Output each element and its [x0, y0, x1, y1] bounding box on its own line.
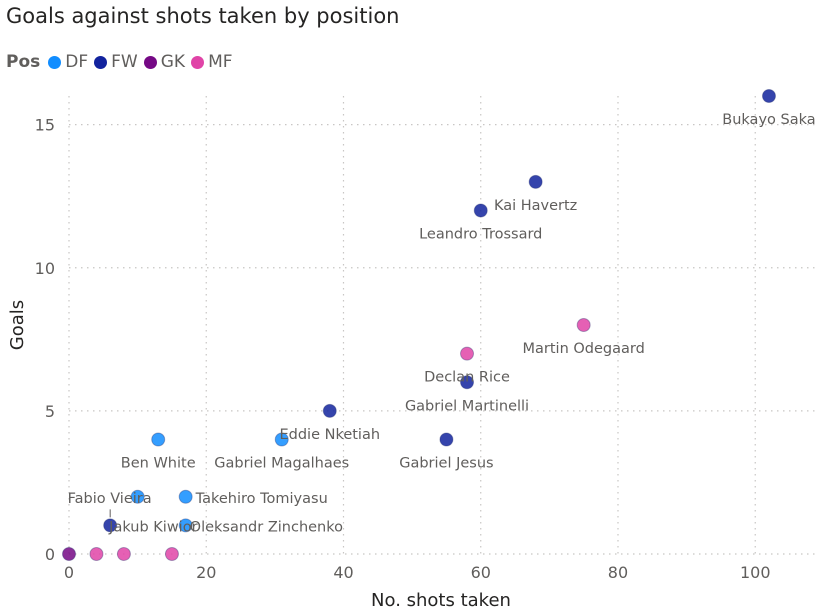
data-label: Declan Rice: [424, 370, 510, 386]
x-tick-label: 80: [608, 563, 628, 582]
legend-item-mf[interactable]: MF: [191, 52, 233, 72]
data-point: [130, 489, 145, 504]
legend-item-df[interactable]: DF: [48, 52, 88, 72]
data-label: Jakub Kiwior: [108, 519, 197, 535]
legend-marker: [48, 55, 62, 69]
legend-label: DF: [65, 52, 89, 72]
data-label: Bukayo Saka: [722, 112, 815, 128]
legend-item-fw[interactable]: FW: [94, 52, 138, 72]
chart-title: Goals against shots taken by position: [6, 4, 400, 28]
data-point: [473, 203, 488, 218]
data-point: [460, 375, 475, 390]
x-axis-title: No. shots taken: [371, 590, 511, 611]
x-tick-label: 60: [471, 563, 491, 582]
data-point: [178, 489, 193, 504]
legend-label: FW: [111, 52, 138, 72]
data-point: [460, 346, 475, 361]
data-point: [62, 547, 76, 561]
data-point: [576, 318, 591, 332]
y-tick-label: 5: [45, 402, 55, 421]
x-tick-label: 40: [333, 563, 353, 582]
data-point: [164, 547, 179, 561]
data-label: Martin Odegaard: [523, 341, 645, 357]
y-tick-label: 0: [45, 545, 55, 564]
legend-marker: [191, 55, 205, 69]
data-point: [116, 547, 131, 561]
data-label: Ben White: [121, 456, 196, 472]
data-label: Gabriel Jesus: [399, 456, 493, 472]
y-tick-label: 10: [35, 259, 55, 278]
data-point: [103, 518, 118, 533]
data-point: [322, 403, 337, 418]
x-tick-label: 20: [196, 563, 216, 582]
data-label: Oleksandr Zinchenko: [190, 519, 343, 535]
data-label: Eddie Nketiah: [279, 427, 380, 443]
data-label: Gabriel Magalhaes: [214, 456, 349, 472]
data-point: [761, 89, 776, 103]
data-point: [178, 518, 193, 533]
data-point: [274, 432, 289, 447]
data-point: [528, 174, 543, 189]
x-tick-label: 100: [740, 563, 771, 582]
data-point: [89, 547, 104, 561]
legend-title: Pos: [6, 52, 41, 72]
legend-label: GK: [160, 52, 186, 72]
legend: Pos DF FW GK MF: [6, 51, 239, 73]
data-point: [439, 432, 454, 447]
legend-marker: [94, 55, 108, 69]
data-label: Gabriel Martinelli: [405, 398, 529, 414]
x-tick-label: 0: [64, 563, 74, 582]
legend-label: MF: [208, 52, 233, 72]
legend-item-gk[interactable]: GK: [143, 52, 186, 72]
data-point: [151, 432, 166, 447]
data-label: Leandro Trossard: [419, 227, 542, 243]
y-axis-title: Goals: [7, 300, 28, 350]
y-tick-label: 15: [35, 116, 55, 135]
data-label: Takehiro Tomiyasu: [195, 491, 328, 507]
data-label: Fabio Vieira: [68, 491, 152, 507]
legend-marker: [143, 55, 157, 69]
data-label: Kai Havertz: [494, 198, 577, 214]
